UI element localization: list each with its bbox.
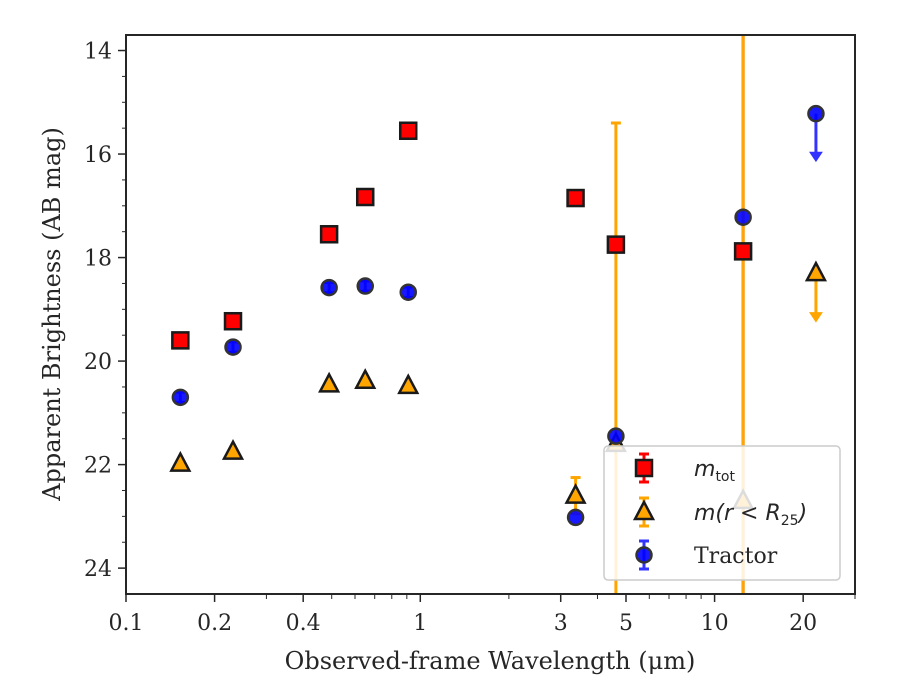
y-tick-label: 24 [84, 557, 112, 582]
mtot-point [355, 187, 375, 207]
y-tick-label: 16 [84, 143, 112, 168]
legend-box [603, 445, 841, 581]
upper-limit-arrowhead [809, 151, 823, 163]
legend-marker [634, 458, 654, 478]
x-tick-label: 0.4 [286, 611, 321, 636]
tractor-point [607, 427, 625, 445]
y-tick-label: 20 [84, 350, 112, 375]
y-axis-label: Apparent Brightness (AB mag) [38, 127, 66, 502]
upper-limit-arrowhead [809, 312, 823, 323]
tractor-point [320, 278, 338, 297]
mtot-point [733, 242, 753, 261]
mtot-point [606, 235, 626, 254]
mr25-point [354, 368, 377, 390]
tractor-point [224, 338, 242, 356]
legend: mtot m(r < R25) Tractor [603, 445, 841, 581]
x-tick-label: 0.2 [197, 611, 232, 636]
x-tick-label: 5 [619, 611, 633, 636]
mr25-point-upper-limit [804, 260, 828, 282]
y-axis-ticks: 14 16 18 20 22 24 [84, 40, 126, 582]
x-tick-label: 10 [701, 611, 729, 636]
y-tick-label: 18 [84, 247, 112, 272]
x-tick-label: 3 [554, 611, 568, 636]
legend-label: m(r < R25) [694, 501, 807, 529]
mr25-point [397, 373, 420, 395]
legend-label: Tractor [694, 544, 778, 569]
tractor-point-upper-limit [807, 104, 825, 123]
mr25-point [221, 438, 245, 460]
x-axis-ticks: 0.1 0.2 0.4 1 3 5 10 20 [109, 594, 856, 636]
tractor-point [171, 388, 190, 407]
legend-marker [632, 499, 656, 521]
mr25-point [564, 482, 587, 504]
x-axis-label: Observed-frame Wavelength (μm) [285, 647, 696, 675]
tractor-point [399, 283, 417, 301]
y-tick-label: 22 [84, 454, 112, 479]
y-tick-label: 14 [84, 40, 112, 65]
plot-frame [125, 34, 856, 595]
mtot-point [223, 311, 243, 331]
legend-marker [635, 546, 653, 564]
mtot-point [171, 331, 190, 350]
mtot-point [398, 121, 418, 141]
mtot-point [319, 225, 339, 244]
tractor-point [356, 277, 374, 295]
legend-label: mtot [694, 457, 735, 485]
x-tick-label: 20 [789, 611, 817, 636]
mr25-point [169, 450, 192, 472]
mr25-point [318, 371, 341, 393]
marker-layer [169, 104, 828, 527]
tractor-point [566, 508, 585, 527]
mtot-point [566, 188, 585, 208]
tractor-point [734, 208, 752, 226]
x-tick-label: 0.1 [109, 611, 144, 636]
x-tick-label: 1 [413, 611, 427, 636]
